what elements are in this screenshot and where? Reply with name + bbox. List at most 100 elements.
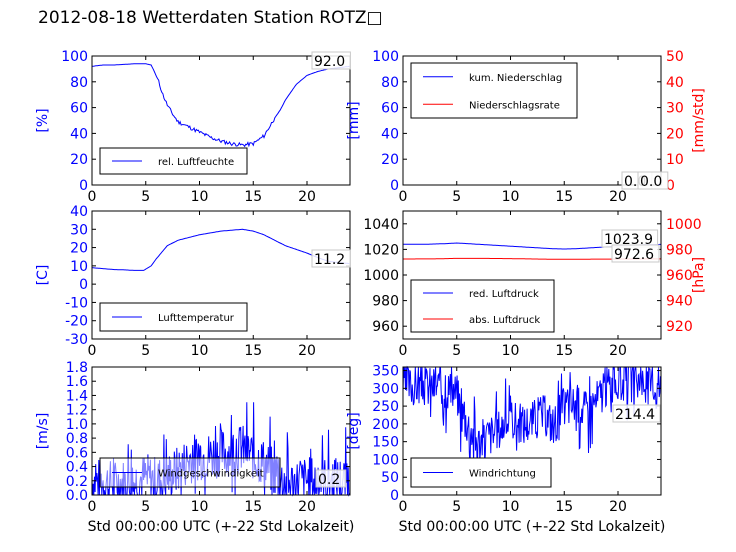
chart-humidity: 0 5 10 15 20 0 20 40 60 80 100 [%] 92.0 rel. Luftfeuc…: [35, 49, 351, 205]
y2-tick-label: 30: [666, 101, 684, 117]
x-tick-label: 10: [502, 189, 520, 205]
value-annotation-box: [311, 249, 351, 268]
x-axis-label: Std 00:00:00 UTC (+-22 Std Lokalzeit): [399, 519, 666, 535]
y-tick-label: 1020: [363, 242, 399, 258]
y-tick-label: 1.0: [66, 417, 88, 433]
y2-tick-label: 50: [666, 49, 684, 65]
y-tick-label: 0: [79, 178, 88, 194]
y-tick-label: 100: [372, 49, 399, 65]
x-tick-label: 15: [244, 343, 262, 359]
y-tick-label: 960: [372, 319, 399, 335]
x-tick-label: 0: [88, 189, 97, 205]
value-annotation-box: [311, 51, 351, 70]
chart-temperature: 0 5 10 15 20 -30 -20 -10 0 10 20 30 40 [C] 11.2 Lufttem…: [35, 204, 351, 359]
legend-label: rel. Luftfeuchte: [158, 157, 234, 168]
x-tick-label: 20: [298, 189, 316, 205]
value-annotation: 0.0: [640, 174, 662, 190]
x-tick-label: 15: [555, 343, 573, 359]
y2-axis-label: [mm/std]: [691, 88, 707, 153]
y2-tick-label: 1000: [666, 217, 702, 233]
legend-label: Niederschlagsrate: [469, 100, 560, 111]
y2-tick-label: 940: [666, 294, 693, 310]
value-annotation: 11.2: [314, 252, 345, 268]
x-tick-label: 0: [88, 499, 97, 515]
x-tick-label: 5: [452, 499, 461, 515]
y-tick-label: 1.8: [66, 360, 88, 376]
y-tick-label: 0: [79, 277, 88, 293]
y-tick-label: 40: [381, 126, 399, 142]
x-tick-label: 5: [452, 343, 461, 359]
y-tick-label: 80: [381, 75, 399, 91]
legend-label: Windrichtung: [469, 469, 536, 480]
y2-tick-label: 20: [666, 126, 684, 142]
value-annotation-box: [315, 469, 347, 488]
y-tick-label: 100: [372, 452, 399, 468]
page-title: 2012-08-18 Wetterdaten Station ROTZ□: [38, 8, 383, 28]
x-tick-label: 10: [502, 499, 520, 515]
y-tick-label: 1.2: [66, 403, 88, 419]
y-tick-label: 40: [70, 126, 88, 142]
y2-axis-label: [hPa]: [691, 257, 707, 293]
y-tick-label: -30: [65, 332, 88, 348]
value-annotation-box: [611, 244, 660, 263]
y-tick-label: 40: [70, 204, 88, 220]
x-tick-label: 5: [141, 499, 150, 515]
x-tick-label: 0: [399, 189, 408, 205]
y-tick-label: 1040: [363, 217, 399, 233]
y-tick-label: 80: [70, 75, 88, 91]
y-tick-label: 60: [381, 101, 399, 117]
chart-precipitation: 0 5 10 15 20 0 20 40 60 80 100 0 10 20 30 40 50 [mm] [mm/s…: [346, 49, 707, 205]
x-tick-label: 0: [399, 499, 408, 515]
value-annotation: 92.0: [314, 54, 345, 70]
y-tick-label: 10: [70, 259, 88, 275]
x-tick-label: 20: [609, 189, 627, 205]
x-tick-label: 0: [88, 343, 97, 359]
y-tick-label: 1000: [363, 268, 399, 284]
y-tick-label: 0: [390, 488, 399, 504]
y-axis-label: [deg]: [346, 412, 362, 449]
value-annotation: 972.6: [614, 247, 654, 263]
series-line-humidity-0: [91, 63, 351, 148]
y-tick-label: 100: [61, 49, 88, 65]
y2-tick-label: 980: [666, 242, 693, 258]
series-line-wind-direction-0: [402, 365, 662, 478]
x-tick-label: 10: [191, 343, 209, 359]
x-tick-label: 5: [452, 189, 461, 205]
y-tick-label: 0.6: [66, 445, 88, 461]
value-annotation: 214.4: [615, 407, 655, 423]
x-tick-label: 20: [298, 499, 316, 515]
y-tick-label: 250: [372, 399, 399, 415]
x-tick-label: 5: [141, 189, 150, 205]
y2-tick-label: 0: [666, 178, 675, 194]
legend-label: Windgeschwindigkeit: [158, 469, 264, 480]
plot-frame: [91, 55, 351, 186]
y-tick-label: 60: [70, 101, 88, 117]
y-tick-label: 0.2: [66, 474, 88, 490]
x-tick-label: 15: [555, 499, 573, 515]
x-tick-label: 10: [191, 189, 209, 205]
y2-tick-label: 10: [666, 152, 684, 168]
x-tick-label: 20: [609, 343, 627, 359]
y-tick-label: 20: [70, 152, 88, 168]
y-axis-label: [C]: [35, 265, 51, 286]
value-annotation-box: [612, 404, 661, 423]
x-tick-label: 15: [244, 189, 262, 205]
y-tick-label: 200: [372, 417, 399, 433]
value-annotation: 1023.9: [604, 232, 653, 248]
y-tick-label: 1.6: [66, 374, 88, 390]
legend-label: kum. Niederschlag: [469, 73, 562, 84]
y-tick-label: -10: [65, 295, 88, 311]
x-axis-label: Std 00:00:00 UTC (+-22 Std Lokalzeit): [88, 519, 355, 535]
chart-wind-speed: 0 5 10 15 200.00.20.40.60.81.01.21.41.61.8[m…: [35, 360, 354, 535]
y-tick-label: 20: [381, 152, 399, 168]
y2-tick-label: 960: [666, 268, 693, 284]
x-tick-label: 20: [298, 343, 316, 359]
y-tick-label: 0.4: [66, 460, 88, 476]
y-axis-label: [m/s]: [35, 413, 51, 450]
x-tick-label: 10: [502, 343, 520, 359]
x-tick-label: 5: [141, 343, 150, 359]
x-tick-label: 15: [555, 189, 573, 205]
plot-frame: [402, 55, 662, 186]
